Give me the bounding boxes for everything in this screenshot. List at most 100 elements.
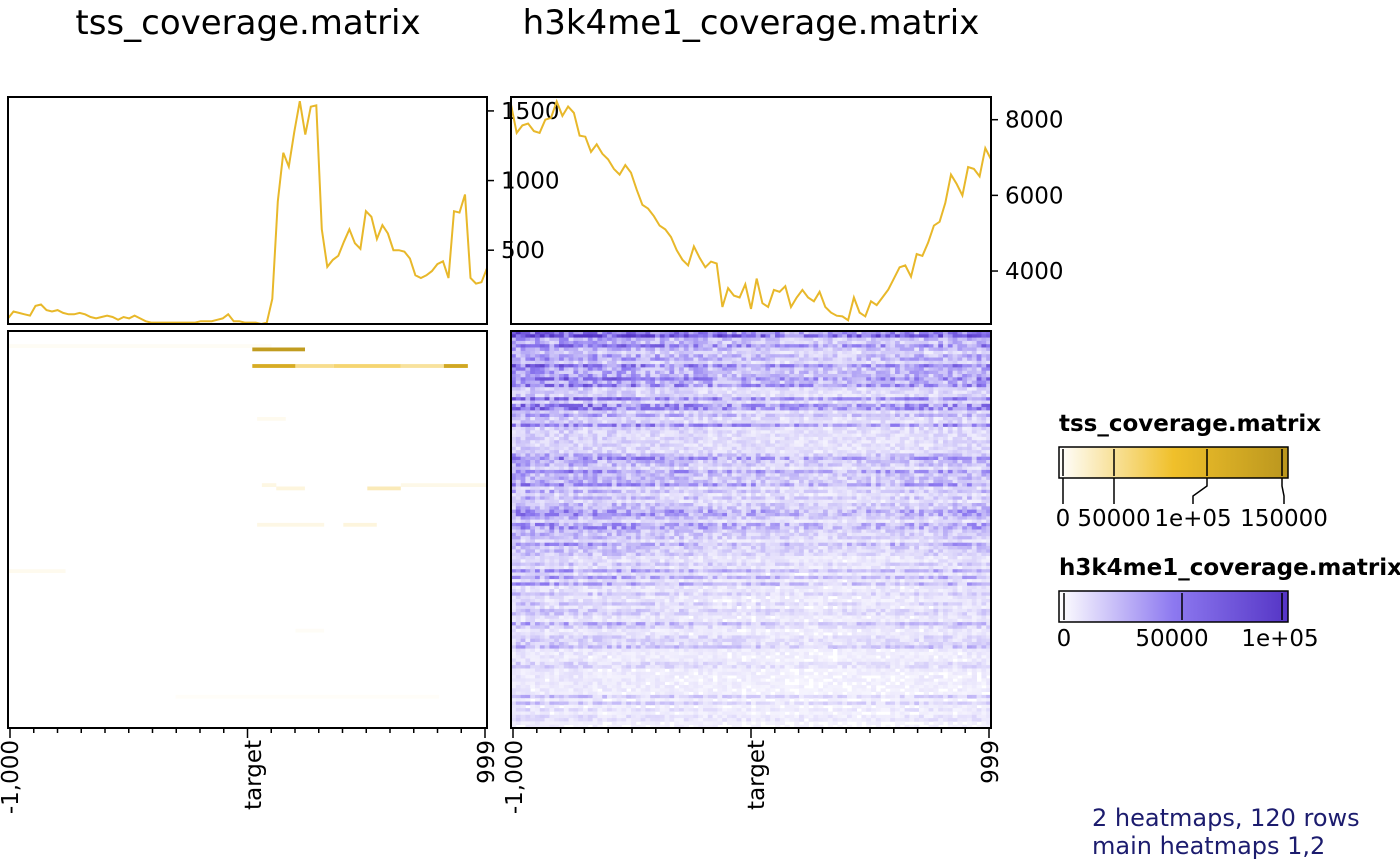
heatmap-cell [794, 377, 800, 381]
heatmap-cell [923, 374, 929, 378]
heatmap-cell [741, 397, 747, 401]
heatmap-cell [895, 357, 901, 362]
heatmap-cell [276, 486, 305, 491]
heatmap-cell [981, 410, 987, 415]
heatmap-cell [741, 390, 747, 395]
heatmap-cell [938, 436, 944, 441]
heatmap-cell [760, 367, 766, 372]
heatmap-cell [919, 344, 925, 348]
heatmap-cell [899, 350, 905, 355]
heatmap-cell [688, 340, 694, 345]
heatmap-cell [616, 397, 622, 401]
heatmap-cell [535, 436, 541, 441]
heatmap-cell [664, 463, 670, 467]
heatmap-cell [703, 344, 709, 348]
heatmap-cell [741, 417, 747, 421]
heatmap-cell [933, 331, 939, 335]
heatmap-cell [890, 430, 896, 434]
heatmap-cell [765, 420, 771, 424]
heatmap-cell [794, 380, 800, 385]
heatmap-cell [597, 453, 603, 458]
heatmap-cell [727, 377, 733, 381]
heatmap-cell [539, 483, 545, 487]
heatmap-cell [823, 383, 829, 388]
heatmap-cell [525, 453, 531, 458]
heatmap-cell [943, 420, 949, 424]
heatmap-cell [520, 476, 526, 481]
heatmap-cell [592, 489, 598, 494]
heatmap-cell [635, 456, 641, 461]
heatmap-cell [578, 440, 584, 444]
heatmap-cell [635, 400, 641, 405]
heatmap-cell [952, 460, 958, 464]
heatmap-cell [607, 380, 613, 385]
heatmap-cell [851, 400, 857, 405]
heatmap-cell [655, 440, 661, 444]
heatmap-cell [779, 420, 785, 424]
heatmap-cell [943, 334, 949, 338]
heatmap-cell [808, 410, 814, 415]
heatmap-cell [775, 380, 781, 385]
heatmap-cell [943, 466, 949, 471]
heatmap-cell [741, 334, 747, 338]
heatmap-cell [621, 383, 627, 388]
heatmap-cell [525, 374, 531, 378]
heatmap-cell [827, 446, 833, 451]
heatmap-cell [669, 469, 675, 474]
heatmap-cell [909, 390, 915, 395]
heatmap-cell [587, 413, 593, 418]
heatmap-cell [890, 453, 896, 458]
heatmap-cell [736, 489, 742, 494]
heatmap-cell [871, 354, 877, 358]
heatmap-cell [640, 420, 646, 424]
heatmap-cell [597, 430, 603, 434]
heatmap-cell [751, 466, 757, 471]
heatmap-cell [674, 436, 680, 441]
heatmap-cell [837, 410, 843, 415]
heatmap-cell [803, 387, 809, 391]
heatmap-cell [813, 344, 819, 348]
heatmap-cell [530, 426, 536, 431]
heatmap-cell [611, 380, 617, 385]
heatmap-cell [755, 489, 761, 494]
heatmap-cell [592, 354, 598, 358]
heatmap-cell [856, 370, 862, 375]
heatmap-cell [971, 446, 977, 451]
heatmap-cell [885, 400, 891, 405]
heatmap-cell [539, 413, 545, 418]
heatmap-cell [712, 350, 718, 355]
heatmap-cell [525, 420, 531, 424]
heatmap-cell [909, 403, 915, 408]
heatmap-cell [535, 463, 541, 467]
heatmap-cell [957, 380, 963, 385]
heatmap-cell [736, 460, 742, 464]
heatmap-cell [962, 463, 968, 467]
heatmap-cell [847, 364, 853, 368]
heatmap-cell [775, 450, 781, 454]
heatmap-cell [813, 354, 819, 358]
heatmap-cell [659, 423, 665, 428]
heatmap-cell [645, 456, 651, 461]
heatmap-cell [947, 486, 953, 491]
heatmap-cell [616, 393, 622, 398]
heatmap-cell [770, 337, 776, 342]
heatmap-cell [861, 354, 867, 358]
heatmap-cell [823, 340, 829, 345]
heatmap-cell [899, 390, 905, 395]
heatmap-cell [573, 453, 579, 458]
heatmap-cell [607, 331, 613, 335]
heatmap-cell [842, 460, 848, 464]
heatmap-cell [971, 337, 977, 342]
heatmap-cell [933, 380, 939, 385]
heatmap-cell [837, 374, 843, 378]
heatmap-cell [794, 463, 800, 467]
heatmap-cell [549, 367, 555, 372]
heatmap-cell [789, 476, 795, 481]
heatmap-cell [823, 443, 829, 448]
heatmap-cell [890, 479, 896, 484]
heatmap-cell [727, 417, 733, 421]
heatmap-cell [957, 426, 963, 431]
heatmap-cell [928, 337, 934, 342]
heatmap-cell [866, 331, 872, 335]
heatmap-cell [568, 456, 574, 461]
